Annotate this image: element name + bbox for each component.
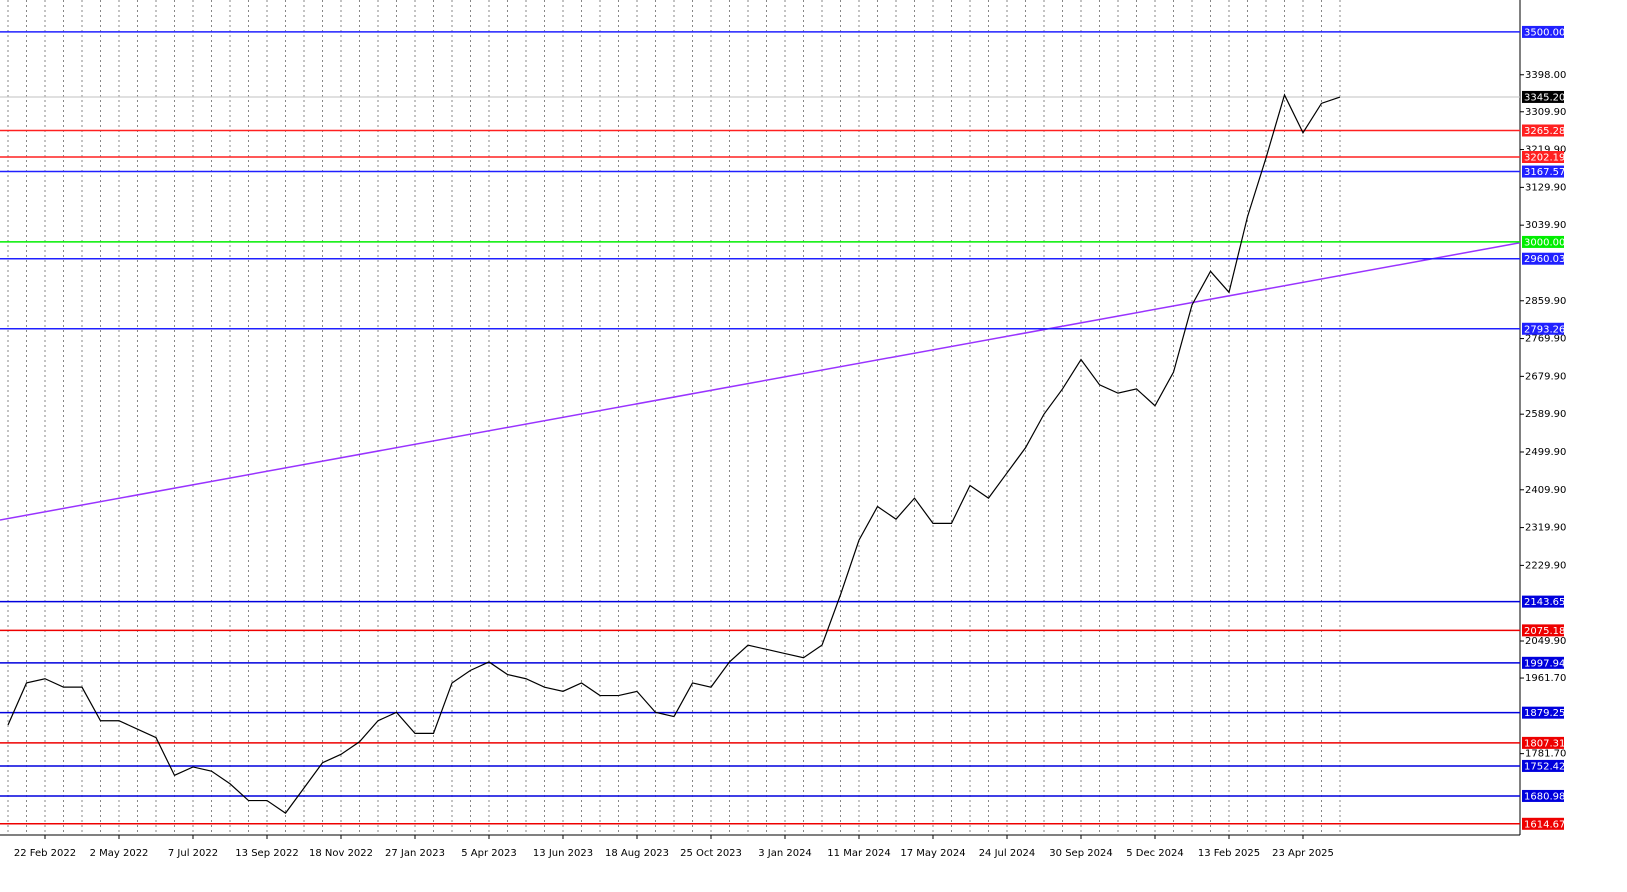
price-level-tag	[1522, 817, 1564, 830]
x-tick-label: 11 Mar 2024	[827, 848, 890, 859]
x-tick-label: 27 Jan 2023	[385, 848, 445, 859]
price-level-label: 1614.67	[1524, 819, 1565, 830]
price-level-tag	[1522, 322, 1564, 335]
price-level-tag	[1522, 706, 1564, 719]
price-level-tag	[1522, 90, 1564, 103]
price-level-tag	[1522, 124, 1564, 137]
y-tick-label: 2229.90	[1525, 560, 1566, 571]
x-tick-label: 18 Nov 2022	[309, 848, 373, 859]
price-level-label: 3202.19	[1524, 153, 1565, 164]
y-tick-label: 2409.90	[1525, 485, 1566, 496]
x-tick-label: 17 May 2024	[900, 848, 965, 859]
y-tick-label: 3219.90	[1525, 145, 1566, 156]
price-level-label: 1752.42	[1524, 761, 1565, 772]
y-tick-label: 3129.90	[1525, 182, 1566, 193]
y-tick-label: 3309.90	[1525, 107, 1566, 118]
y-tick-label: 3039.90	[1525, 220, 1566, 231]
x-tick-label: 13 Feb 2025	[1198, 848, 1260, 859]
price-level-label: 1879.25	[1524, 708, 1565, 719]
x-tick-label: 22 Feb 2022	[14, 848, 76, 859]
price-level-tag	[1522, 252, 1564, 265]
y-tick-label: 1781.70	[1525, 749, 1566, 760]
price-level-tag	[1522, 25, 1564, 38]
price-level-label: 2143.65	[1524, 597, 1565, 608]
x-tick-label: 13 Sep 2022	[235, 848, 298, 859]
y-tick-label: 2679.90	[1525, 371, 1566, 382]
price-level-label: 1997.94	[1524, 658, 1565, 669]
price-level-label: 1680.98	[1524, 791, 1565, 802]
price-level-tag	[1522, 759, 1564, 772]
price-level-tag	[1522, 789, 1564, 802]
x-tick-label: 30 Sep 2024	[1049, 848, 1112, 859]
price-level-label: 2960.03	[1524, 254, 1565, 265]
price-level-label: 3000.00	[1524, 237, 1565, 248]
y-tick-label: 2769.90	[1525, 334, 1566, 345]
price-level-label: 3265.28	[1524, 126, 1565, 137]
price-line	[7, 93, 1341, 814]
y-tick-label: 2319.90	[1525, 523, 1566, 534]
x-tick-label: 7 Jul 2022	[168, 848, 218, 859]
x-tick-label: 3 Jan 2024	[758, 848, 812, 859]
y-tick-label: 2049.90	[1525, 636, 1566, 647]
x-tick-label: 25 Oct 2023	[680, 848, 742, 859]
y-tick-label: 2589.90	[1525, 409, 1566, 420]
price-level-tag	[1522, 624, 1564, 637]
x-tick-label: 13 Jun 2023	[533, 848, 593, 859]
y-tick-label: 3398.00	[1525, 70, 1566, 81]
price-level-tag	[1522, 595, 1564, 608]
x-tick-label: 2 May 2022	[90, 848, 149, 859]
x-tick-label: 23 Apr 2025	[1272, 848, 1334, 859]
price-level-tag	[1522, 736, 1564, 749]
price-level-tag	[1522, 235, 1564, 248]
trendline	[0, 242, 1521, 521]
price-level-label: 2793.26	[1524, 324, 1565, 335]
y-tick-label: 2499.90	[1525, 447, 1566, 458]
price-level-tag	[1522, 151, 1564, 164]
x-tick-label: 5 Apr 2023	[461, 848, 516, 859]
price-level-label: 3167.57	[1524, 167, 1565, 178]
x-tick-label: 5 Dec 2024	[1126, 848, 1184, 859]
price-level-tag	[1522, 165, 1564, 178]
price-level-tag	[1522, 656, 1564, 669]
y-tick-label: 1961.70	[1525, 673, 1566, 684]
price-level-label: 3500.00	[1524, 27, 1565, 38]
price-level-label: 3345.20	[1524, 92, 1565, 103]
x-tick-label: 24 Jul 2024	[979, 848, 1036, 859]
price-level-label: 1807.31	[1524, 738, 1565, 749]
y-tick-label: 2859.90	[1525, 296, 1566, 307]
x-tick-label: 18 Aug 2023	[605, 848, 669, 859]
price-level-label: 2075.18	[1524, 626, 1565, 637]
